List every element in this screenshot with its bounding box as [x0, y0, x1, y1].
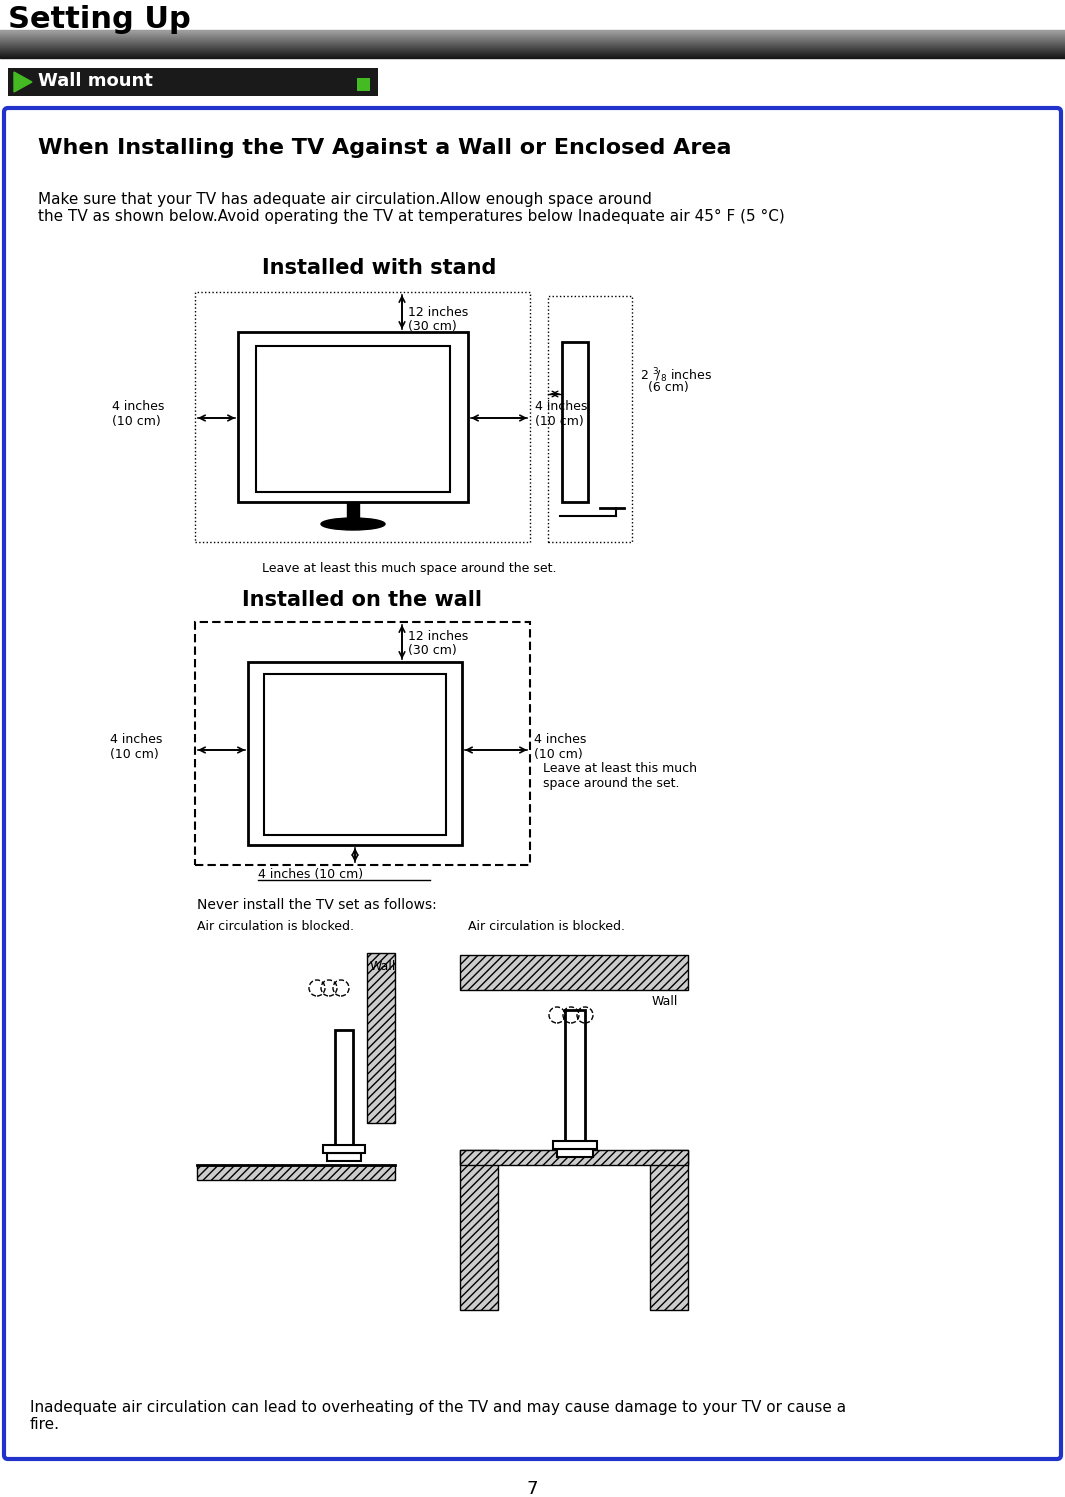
Bar: [327, 1153, 361, 1162]
Bar: [357, 78, 370, 91]
Text: 4 inches (10 cm): 4 inches (10 cm): [258, 868, 363, 882]
Polygon shape: [14, 72, 32, 91]
Text: 12 inches: 12 inches: [408, 305, 469, 319]
Text: 4 inches: 4 inches: [535, 400, 588, 413]
Bar: [248, 662, 462, 844]
Bar: [264, 674, 446, 835]
Text: 4 inches: 4 inches: [112, 400, 164, 413]
FancyBboxPatch shape: [4, 108, 1061, 1460]
Bar: [9, 67, 378, 96]
Text: (10 cm): (10 cm): [112, 415, 161, 428]
Text: Wall: Wall: [652, 996, 678, 1007]
Text: Installed on the wall: Installed on the wall: [242, 590, 482, 609]
Bar: [323, 1145, 365, 1153]
Text: Setting Up: Setting Up: [9, 4, 191, 34]
Text: When Installing the TV Against a Wall or Enclosed Area: When Installing the TV Against a Wall or…: [38, 138, 732, 159]
Bar: [557, 1150, 593, 1157]
Bar: [256, 346, 450, 493]
Text: (6 cm): (6 cm): [648, 382, 689, 394]
Ellipse shape: [321, 518, 386, 530]
Bar: [650, 1150, 688, 1310]
Text: (30 cm): (30 cm): [408, 320, 457, 332]
Bar: [237, 332, 468, 501]
Bar: [367, 954, 395, 1123]
Text: 4 inches: 4 inches: [110, 734, 162, 746]
Bar: [335, 1030, 353, 1145]
Bar: [197, 1165, 395, 1180]
Text: Installed with stand: Installed with stand: [262, 257, 496, 278]
Text: 2 $^3\!/_{8}$ inches: 2 $^3\!/_{8}$ inches: [640, 365, 712, 385]
Bar: [562, 341, 588, 501]
Bar: [460, 955, 688, 990]
Text: (10 cm): (10 cm): [534, 748, 583, 760]
Text: (10 cm): (10 cm): [535, 415, 584, 428]
Text: (10 cm): (10 cm): [110, 748, 159, 760]
Text: Air circulation is blocked.: Air circulation is blocked.: [468, 921, 625, 933]
Bar: [195, 621, 530, 865]
Bar: [553, 1141, 597, 1150]
Text: Wall: Wall: [370, 960, 396, 973]
Text: Leave at least this much
space around the set.: Leave at least this much space around th…: [543, 762, 697, 790]
Bar: [548, 296, 632, 542]
Bar: [460, 1150, 498, 1310]
Bar: [460, 1150, 688, 1165]
Text: Never install the TV set as follows:: Never install the TV set as follows:: [197, 898, 437, 912]
Text: 7: 7: [526, 1481, 538, 1497]
Text: Leave at least this much space around the set.: Leave at least this much space around th…: [262, 561, 557, 575]
Bar: [195, 292, 530, 542]
Text: Inadequate air circulation can lead to overheating of the TV and may cause damag: Inadequate air circulation can lead to o…: [30, 1400, 846, 1433]
Bar: [566, 1010, 585, 1145]
Bar: [347, 501, 359, 518]
Text: 4 inches: 4 inches: [534, 734, 587, 746]
Text: Make sure that your TV has adequate air circulation.Allow enough space around
th: Make sure that your TV has adequate air …: [38, 192, 785, 225]
Text: 12 inches: 12 inches: [408, 630, 469, 644]
Text: (30 cm): (30 cm): [408, 644, 457, 657]
Text: Air circulation is blocked.: Air circulation is blocked.: [197, 921, 354, 933]
Text: Wall mount: Wall mount: [38, 72, 153, 90]
